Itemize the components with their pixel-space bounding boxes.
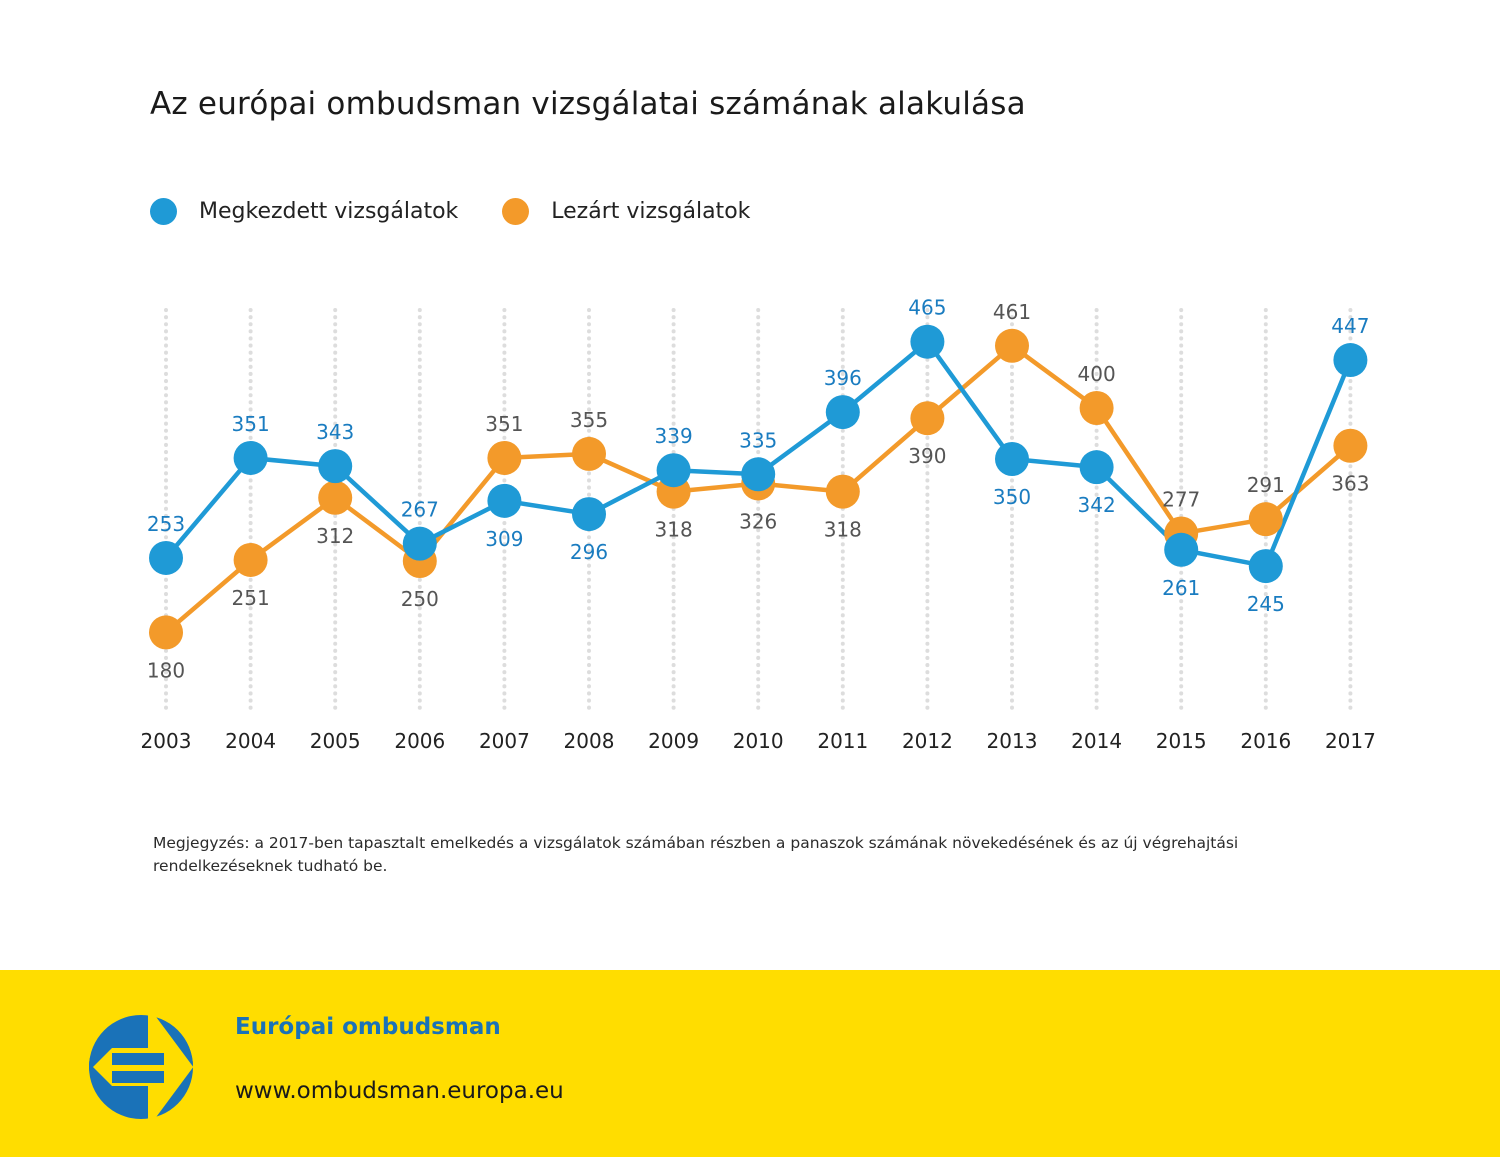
data-label-closed-2014: 400 — [1078, 362, 1116, 386]
data-point-started-2008 — [572, 497, 606, 532]
data-point-started-2014 — [1079, 450, 1114, 485]
data-label-closed-2009: 318 — [655, 518, 693, 542]
data-point-closed-2016 — [1248, 502, 1283, 537]
data-label-closed-2007: 351 — [485, 412, 523, 436]
point-layer — [149, 324, 1368, 650]
footer-website-link[interactable]: www.ombudsman.europa.eu — [235, 1078, 564, 1104]
legend-swatch-started — [150, 198, 177, 225]
x-tick-label: 2014 — [1071, 729, 1122, 753]
legend-item-closed: Lezárt vizsgálatok — [502, 198, 750, 225]
data-label-started-2013: 350 — [993, 485, 1031, 509]
data-point-closed-2004 — [233, 542, 268, 577]
data-point-started-2009 — [656, 453, 691, 488]
data-point-started-2006 — [402, 526, 437, 561]
data-point-started-2005 — [318, 449, 353, 484]
data-point-closed-2007 — [487, 440, 522, 475]
data-point-started-2013 — [995, 442, 1029, 476]
legend-swatch-closed — [502, 198, 530, 225]
data-label-started-2017: 447 — [1331, 314, 1369, 338]
footnote: Megjegyzés: a 2017-ben tapasztalt emelke… — [153, 834, 1239, 875]
data-label-started-2008: 296 — [570, 540, 608, 564]
data-point-closed-2005 — [318, 480, 353, 515]
data-label-started-2004: 351 — [232, 412, 270, 436]
data-point-started-2015 — [1164, 532, 1199, 567]
european-ombudsman-logo-icon — [88, 1014, 194, 1124]
data-point-started-2017 — [1333, 343, 1368, 378]
x-tick-label: 2016 — [1240, 729, 1291, 753]
data-label-started-2009: 339 — [655, 424, 693, 448]
data-point-closed-2003 — [149, 615, 183, 650]
data-label-started-2014: 342 — [1078, 493, 1116, 517]
data-label-closed-2004: 251 — [232, 586, 270, 610]
data-point-started-2012 — [910, 324, 945, 359]
data-point-started-2011 — [825, 395, 860, 430]
data-label-closed-2016: 291 — [1247, 473, 1285, 497]
data-label-closed-2011: 318 — [824, 518, 862, 542]
data-label-closed-2017: 363 — [1331, 472, 1369, 496]
data-label-closed-2012: 390 — [908, 444, 946, 468]
x-tick-label: 2004 — [225, 729, 276, 753]
x-tick-label: 2012 — [902, 729, 953, 753]
data-label-closed-2005: 312 — [316, 524, 354, 548]
data-point-closed-2014 — [1079, 391, 1114, 425]
data-label-started-2006: 267 — [401, 498, 439, 522]
x-tick-label: 2008 — [564, 729, 615, 753]
data-label-started-2011: 396 — [824, 366, 862, 390]
x-tick-label: 2005 — [310, 729, 361, 753]
footer-org-name: Európai ombudsman — [235, 1014, 501, 1040]
data-point-closed-2011 — [825, 474, 860, 509]
data-point-started-2004 — [233, 440, 268, 475]
x-tick-label: 2017 — [1325, 729, 1376, 753]
x-tick-label: 2010 — [733, 729, 784, 753]
data-label-closed-2015: 277 — [1162, 487, 1200, 511]
x-tick-label: 2006 — [394, 729, 445, 753]
data-label-started-2016: 245 — [1247, 592, 1285, 616]
x-tick-label: 2009 — [648, 729, 699, 753]
data-label-closed-2013: 461 — [993, 300, 1031, 324]
legend-item-started: Megkezdett vizsgálatok — [150, 198, 458, 225]
legend-label-started: Megkezdett vizsgálatok — [199, 199, 459, 224]
data-label-started-2003: 253 — [147, 512, 185, 536]
data-label-closed-2008: 355 — [570, 408, 608, 432]
data-point-started-2016 — [1248, 549, 1283, 584]
data-point-started-2003 — [149, 540, 183, 575]
x-tick-label: 2013 — [987, 729, 1038, 753]
data-point-closed-2012 — [910, 401, 945, 436]
data-label-started-2010: 335 — [739, 428, 777, 452]
x-tick-label: 2007 — [479, 729, 530, 753]
x-tick-label: 2011 — [817, 729, 868, 753]
chart-title: Az európai ombudsman vizsgálatai számána… — [150, 86, 1026, 122]
data-point-started-2007 — [487, 483, 522, 518]
legend: Megkezdett vizsgálatok Lezárt vizsgálato… — [150, 198, 794, 225]
data-label-closed-2006: 250 — [401, 587, 439, 611]
x-tick-label: 2015 — [1156, 729, 1207, 753]
data-point-closed-2017 — [1333, 428, 1368, 463]
data-point-closed-2008 — [572, 436, 606, 471]
data-label-started-2012: 465 — [908, 296, 946, 320]
data-label-closed-2003: 180 — [147, 658, 185, 682]
x-tick-label: 2003 — [141, 729, 192, 753]
x-axis-ticks: 2003 2004 2005 2006 2007 2008 2009 2010 2011 2012… — [141, 729, 1376, 753]
footer-band — [0, 970, 1500, 1157]
data-label-started-2015: 261 — [1162, 576, 1200, 600]
data-label-started-2007: 309 — [485, 527, 523, 551]
legend-label-closed: Lezárt vizsgálatok — [551, 199, 751, 224]
data-point-closed-2013 — [995, 328, 1029, 363]
label-layer: 180 251 312 250 351 355 318 326 318 390 461 400 277 2… — [147, 296, 1370, 683]
data-point-started-2010 — [741, 457, 776, 492]
data-label-closed-2010: 326 — [739, 509, 777, 533]
line-chart: 180 251 312 250 351 355 318 326 318 390 461 400 277 2… — [141, 296, 1376, 753]
data-label-started-2005: 343 — [316, 420, 354, 444]
